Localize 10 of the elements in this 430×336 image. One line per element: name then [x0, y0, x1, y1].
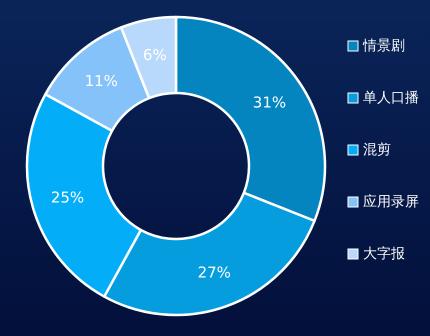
data-label: 25% [50, 188, 84, 207]
legend-label: 应用录屏 [363, 194, 419, 210]
legend-label: 大字报 [363, 246, 405, 262]
legend-label: 混剪 [363, 142, 391, 158]
data-label: 6% [142, 46, 167, 64]
legend-label: 单人口播 [363, 90, 419, 106]
data-label: 27% [198, 263, 231, 282]
data-label: 31% [252, 93, 286, 112]
data-label: 11% [84, 72, 118, 90]
legend-label: 情景剧 [362, 38, 405, 54]
